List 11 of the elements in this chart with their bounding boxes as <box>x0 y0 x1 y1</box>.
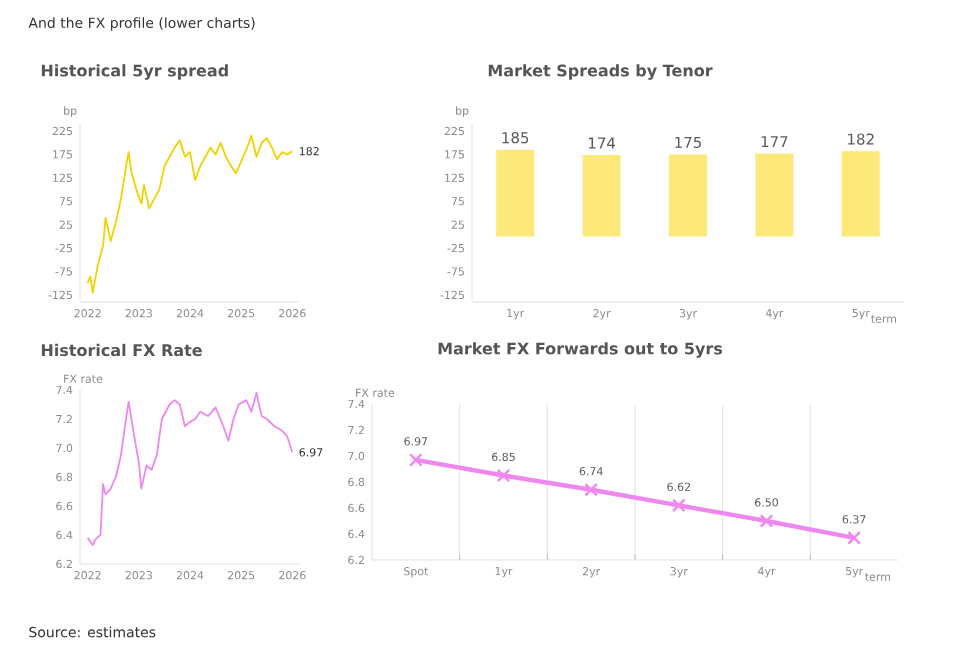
point <box>496 468 511 483</box>
point <box>759 514 774 528</box>
point <box>847 531 861 545</box>
chart-title: Historical 5yr spread <box>41 64 228 80</box>
chart-title: Historical FX Rate <box>41 343 202 357</box>
point <box>408 453 423 467</box>
line-series <box>86 391 294 547</box>
point <box>584 482 599 497</box>
chart-title: Market FX Forwards out to 5yrs <box>438 342 723 358</box>
chart-title: Market Spreads by Tenor <box>488 64 713 80</box>
point <box>671 498 686 513</box>
